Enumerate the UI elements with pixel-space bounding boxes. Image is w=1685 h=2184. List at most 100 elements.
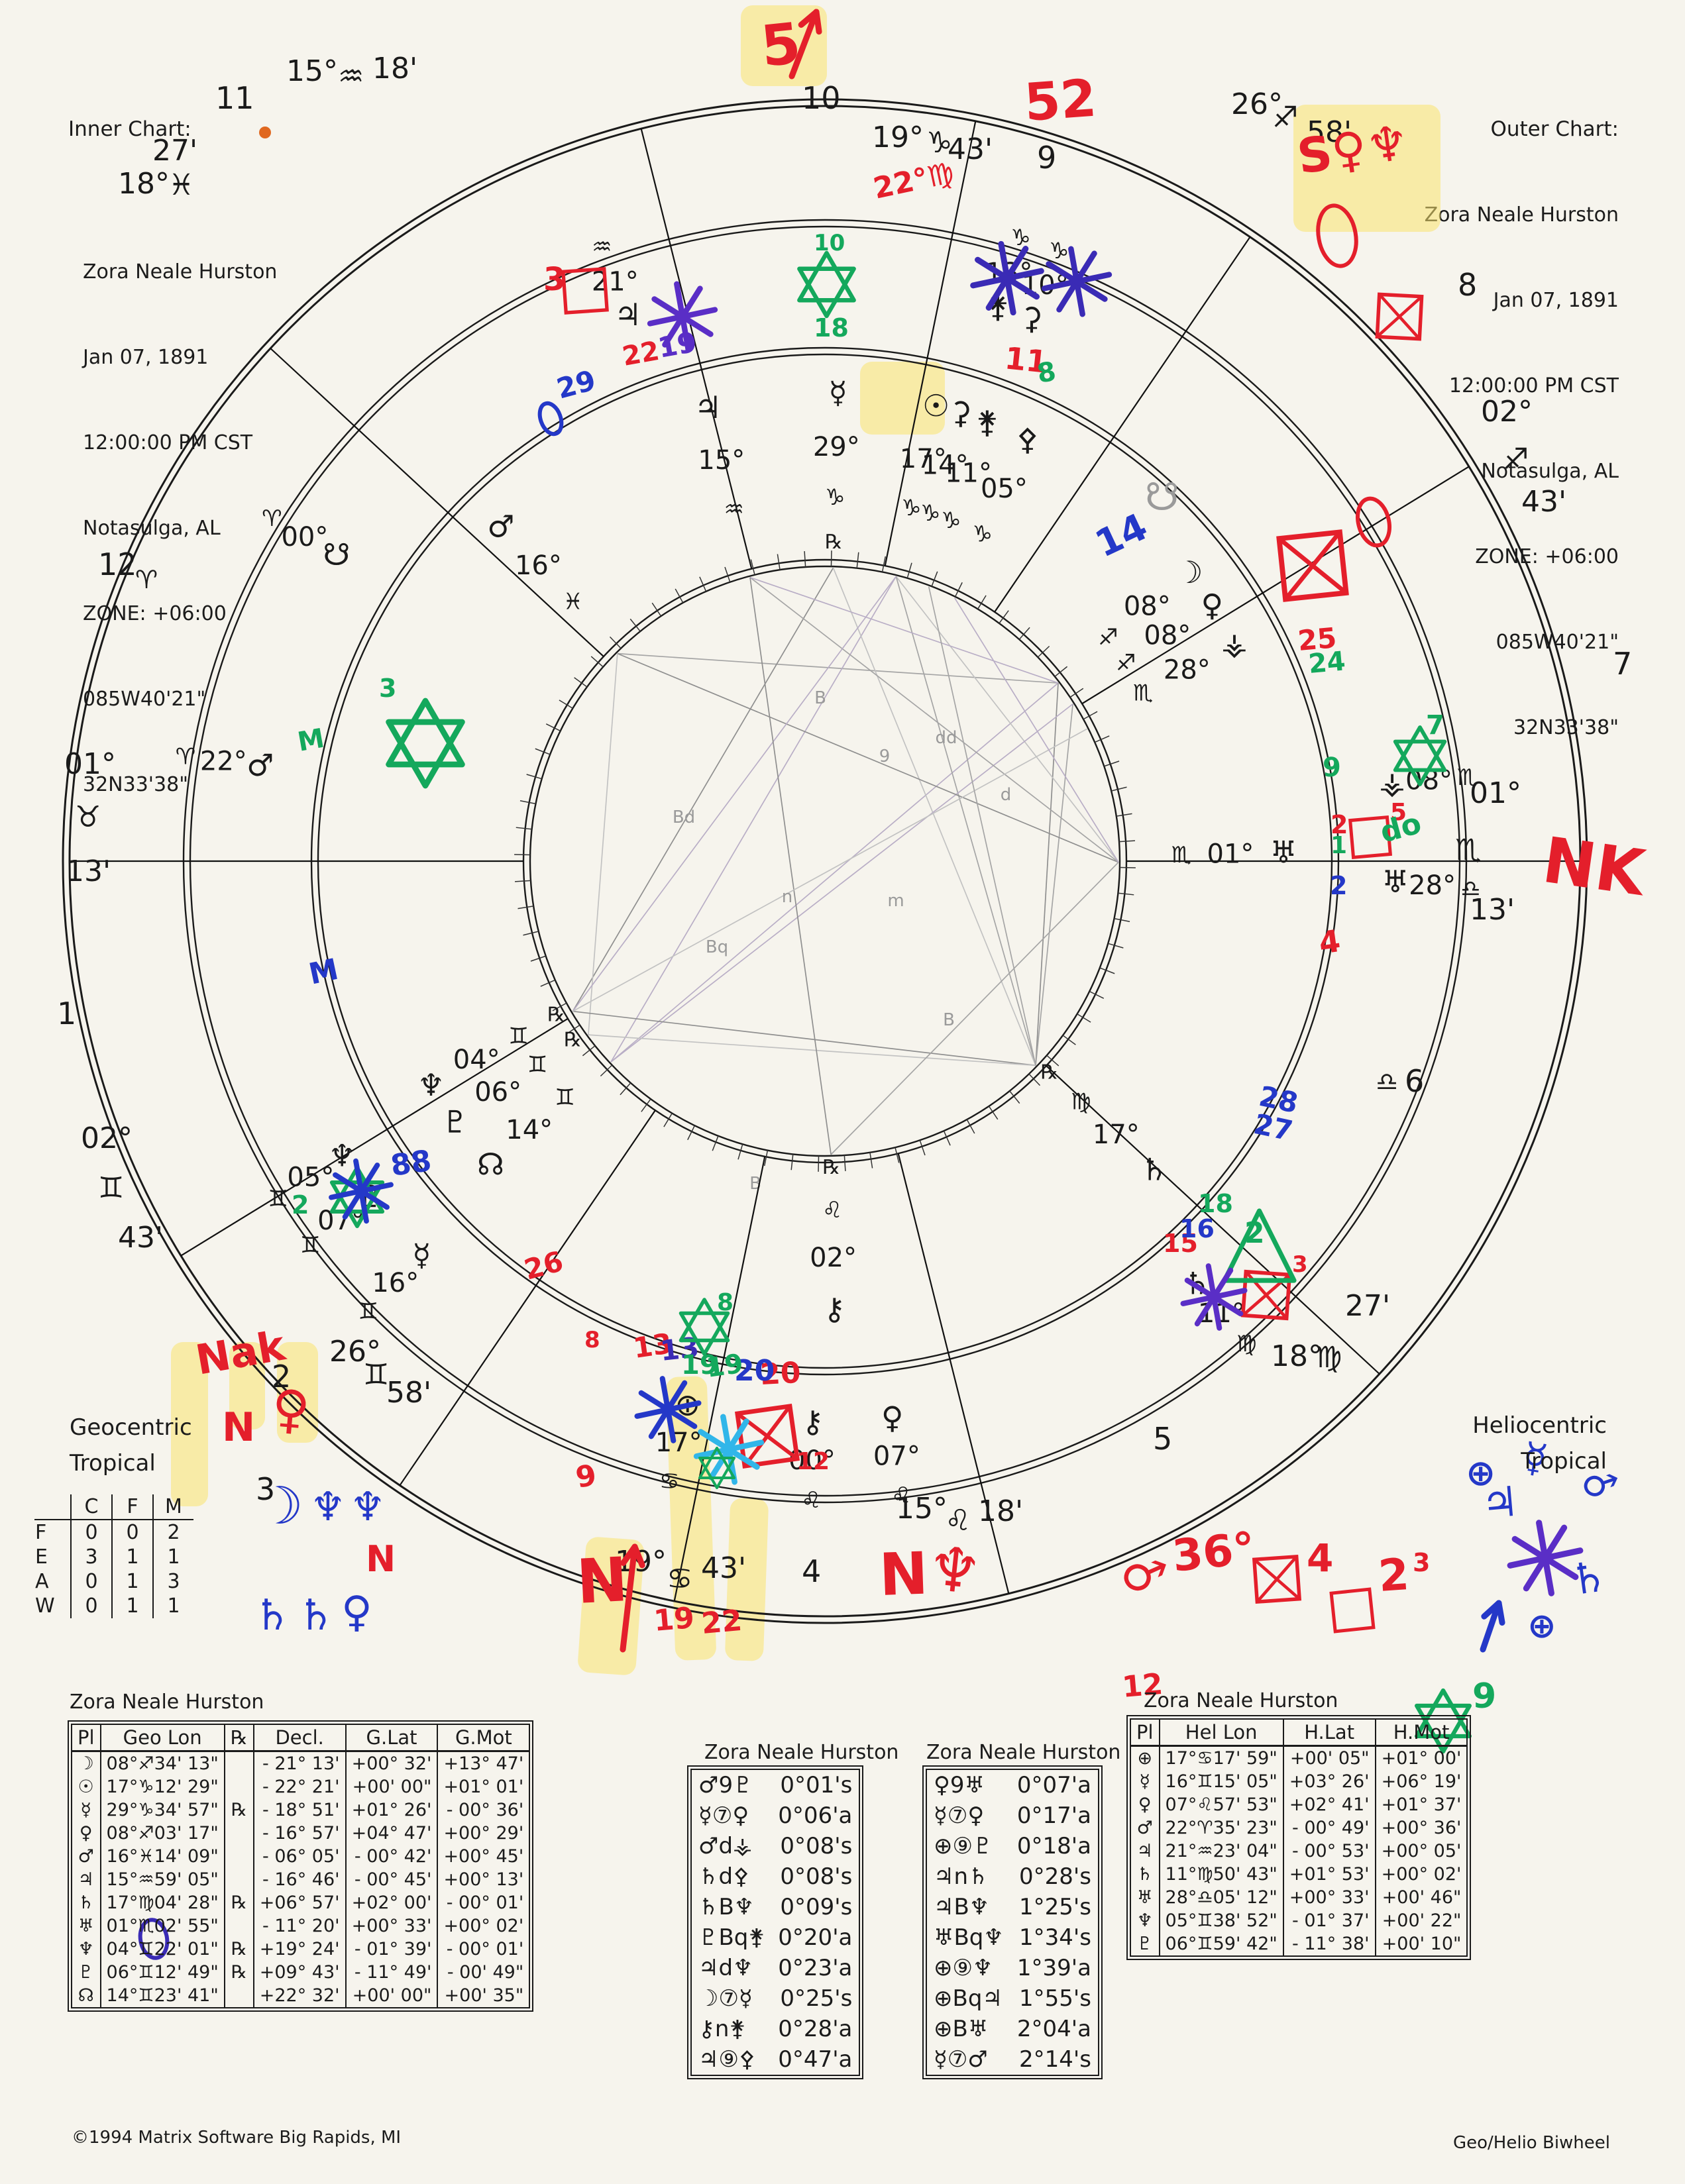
handwritten-note: 11 [1003,340,1049,380]
handwritten-square [561,267,609,315]
degree-tick [526,774,542,780]
house-number: 11 [215,80,254,116]
inner-planet-sign: ♏ [1171,842,1191,868]
handwritten-note: do [1377,806,1425,849]
outer-planet-glyph: ♀ [881,1400,904,1435]
handwritten-note: ⊕ [1466,1452,1495,1494]
degree-tick [516,827,532,830]
handwritten-note: 12 [796,1448,830,1475]
aspect-row: ☿⑦♀ 0°06'a [698,1802,853,1829]
handwritten-note: 29 [553,364,599,405]
outer-chart-latitude: 32N33'38" [1513,716,1619,739]
cusp-degree-label: ♓ [168,168,194,202]
inner-planet-degree: 16° [515,550,562,581]
inner-planet-degree: 06° [474,1077,521,1108]
outer-planet-sign: ♊ [268,1186,288,1212]
degree-tick [663,1113,673,1127]
handwritten-note: ♄ [1566,1552,1611,1606]
inner-planet-sign: ♐ [1098,624,1118,650]
inner-planet-sign: ♍ [1071,1089,1091,1116]
house-cusp-line [399,1110,656,1486]
degree-tick [519,800,536,805]
inner-planet-sign: ♏ [1133,680,1153,707]
inner-chart-name: Zora Neale Hurston [83,260,278,284]
cusp-degree-label: ♍ [1316,1341,1342,1375]
aspect-line [610,682,1059,1063]
inner-chart-latitude: 32N33'38" [83,773,189,796]
handwritten-star [1180,1263,1248,1331]
element-grid-cell: 1 [152,1594,193,1618]
degree-tick [943,1130,951,1146]
house-number: 9 [1037,140,1056,176]
outer-planet-glyph: ⚳ [1020,300,1043,336]
inner-planet-degree: 28° [1164,654,1211,685]
handwritten-note: ♀ [341,1588,372,1637]
aspect-line [928,586,1036,1066]
aspect-row: ⚷n⚵ 0°28'a [698,2016,853,2042]
outer-planet-glyph: ♆ [329,1137,356,1173]
degree-tick [1028,1073,1041,1086]
handwritten-note: 36° [1170,1522,1258,1582]
geo-table-row: ♄ 17°♍04' 28" ℞ +06° 57' +02° 00' - 00° 01' [72,1891,529,1914]
outer-planet-degree: 07° [873,1441,920,1472]
aspect-row: ♂d⚶ 0°08's [698,1833,853,1859]
degree-tick [1009,1090,1020,1104]
outer-chart-zone: ZONE: +06:00 [1475,545,1619,568]
degree-tick [687,1125,696,1141]
heliocentric-tropical-word: Tropical [1521,1448,1607,1475]
inner-planet-sign: ♌ [822,1197,842,1223]
element-grid-col: F [111,1494,153,1520]
handwritten-note: 8 [1035,356,1058,390]
cusp-degree-label: 18' [372,52,417,85]
degree-tick [517,906,534,910]
handwritten-note: 13 [631,1327,675,1365]
aspect-table-2-title: Zora Neale Hurston [926,1741,1121,1764]
degree-tick [514,880,531,882]
inner-planet-glyph: ♂ [487,509,514,545]
aspect-row: ♇Bq⚵ 0°20'a [698,1924,853,1951]
inner-planet-degree: 11° [945,458,992,489]
aspect-table-1-title: Zora Neale Hurston [704,1741,899,1764]
aspect-line [1035,703,1073,1066]
col-GMot: G.Mot [437,1725,529,1752]
handwritten-note: 5 [1390,799,1407,826]
degree-tick [764,1150,769,1167]
handwritten-star [970,240,1044,316]
inner-planet-glyph: ☊ [477,1147,504,1182]
geo-table-row: ♇ 06°♊12' 49" ℞ +09° 43' - 11° 49' - 00' 49" [72,1961,529,1984]
element-grid-cell: 1 [111,1594,153,1618]
house-number: 5 [1153,1421,1172,1457]
inner-chart-longitude: 085W40'21" [83,688,206,711]
cusp-degree-label: 18' [978,1494,1023,1528]
cusp-degree-label: 19° [872,121,924,154]
outer-planet-sign: ♈ [176,744,195,770]
house-number: 10 [802,80,841,116]
outer-planet-sign: ♌ [801,1487,821,1514]
handwritten-square [1329,1587,1376,1634]
degree-tick [629,618,641,632]
inner-planet-degree: 14° [922,450,969,480]
inner-planet-degree: 04° [453,1045,500,1075]
col-rx: ℞ [223,1725,254,1752]
inner-planet-glyph: ☿ [828,374,847,410]
aspect-line [572,728,1087,1012]
degree-tick [1104,760,1120,767]
aspect-line [749,576,1059,684]
aspect-line [895,576,1036,1066]
cusp-degree-label: 43' [701,1551,746,1585]
geo-table-row: ♀ 08°♐03' 17" - 16° 57' +04° 47' +00° 29' [72,1822,529,1845]
house-number: 12 [98,546,137,582]
degree-tick [540,979,556,987]
inner-planet-sign: ♊ [509,1023,529,1049]
outer-planet-glyph: ☋ [323,537,350,572]
cusp-degree-label: ♌ [945,1504,971,1537]
house-number: 7 [1613,646,1632,682]
handwritten-note: 3 [1413,1548,1430,1577]
degree-tick [1118,840,1136,843]
degree-tick [966,1119,975,1134]
helio-table-row: ♇ 06°♊59' 42" - 11° 38' +00' 10" [1131,1932,1467,1955]
outer-chart-place: Notasulga, AL [1481,460,1619,483]
handwritten-note: N [878,1539,929,1609]
helio-table-title: Zora Neale Hurston [1144,1689,1338,1712]
outer-chart-date: Jan 07, 1891 [1493,289,1619,312]
